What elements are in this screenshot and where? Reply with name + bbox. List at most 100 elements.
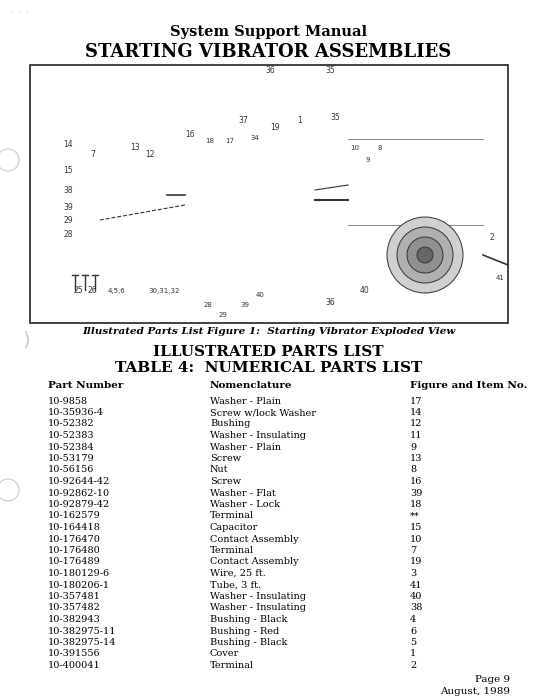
Circle shape (417, 247, 433, 263)
Text: 19: 19 (270, 123, 280, 132)
Circle shape (199, 286, 217, 304)
Text: 10-56156: 10-56156 (48, 466, 95, 475)
Text: 14: 14 (63, 140, 72, 149)
Text: 10-180129-6: 10-180129-6 (48, 569, 110, 578)
Text: Screw w/lock Washer: Screw w/lock Washer (210, 408, 316, 417)
Bar (30, 65, 508, 323)
Text: 10-162579: 10-162579 (48, 512, 101, 521)
Ellipse shape (198, 113, 252, 125)
Text: 10-164418: 10-164418 (48, 523, 101, 532)
Text: 28: 28 (204, 302, 213, 308)
Text: 13: 13 (130, 143, 140, 152)
Text: Nut: Nut (210, 466, 229, 475)
Text: 37: 37 (238, 116, 248, 125)
Text: 10-52382: 10-52382 (48, 419, 95, 428)
Text: 39: 39 (63, 203, 72, 212)
Text: Washer - Insulating: Washer - Insulating (210, 592, 306, 601)
Circle shape (145, 215, 155, 225)
Text: Nomenclature: Nomenclature (210, 382, 293, 391)
Text: August, 1989: August, 1989 (440, 687, 510, 696)
Circle shape (105, 215, 115, 225)
Circle shape (291, 216, 303, 228)
Text: Screw: Screw (210, 454, 241, 463)
Bar (95, 160, 167, 240)
Text: 10-53179: 10-53179 (48, 454, 95, 463)
Text: 11: 11 (410, 431, 423, 440)
Text: 17: 17 (225, 138, 234, 144)
Text: 26: 26 (88, 286, 98, 295)
Text: 13: 13 (410, 454, 423, 463)
Text: 12: 12 (145, 150, 155, 159)
Circle shape (251, 276, 269, 294)
Text: 12: 12 (410, 419, 423, 428)
Text: Bushing - Red: Bushing - Red (210, 626, 279, 636)
Ellipse shape (198, 89, 252, 101)
Ellipse shape (340, 161, 354, 169)
Text: 8: 8 (410, 466, 416, 475)
Text: System Support Manual: System Support Manual (170, 25, 367, 39)
Text: Washer - Plain: Washer - Plain (210, 442, 281, 452)
Text: 40: 40 (410, 592, 423, 601)
Circle shape (214, 296, 232, 314)
Text: ·  ·  ·: · · · (10, 8, 28, 17)
Circle shape (236, 286, 254, 304)
Text: Page 9: Page 9 (475, 676, 510, 685)
Text: Terminal: Terminal (210, 661, 254, 670)
Text: 6: 6 (410, 626, 416, 636)
Text: Terminal: Terminal (210, 546, 254, 555)
Text: Figure and Item No.: Figure and Item No. (410, 382, 527, 391)
Text: 34: 34 (250, 135, 259, 141)
Text: 35: 35 (330, 113, 340, 122)
Circle shape (397, 227, 453, 283)
Text: 41: 41 (410, 580, 423, 589)
Text: 7: 7 (410, 546, 416, 555)
Text: 40: 40 (256, 292, 264, 298)
Text: 10-357482: 10-357482 (48, 603, 101, 612)
Text: 10-52384: 10-52384 (48, 442, 95, 452)
Text: 2: 2 (410, 661, 416, 670)
Text: 10-92644-42: 10-92644-42 (48, 477, 111, 486)
Text: Bushing - Black: Bushing - Black (210, 638, 287, 647)
Text: 40: 40 (360, 286, 370, 295)
Text: 36: 36 (265, 66, 275, 75)
Text: 4,5,6: 4,5,6 (108, 288, 126, 294)
Text: 10-382975-11: 10-382975-11 (48, 626, 117, 636)
Text: 10-382975-14: 10-382975-14 (48, 638, 117, 647)
Text: Capacitor: Capacitor (210, 523, 258, 532)
Text: 17: 17 (410, 396, 423, 405)
Ellipse shape (198, 88, 252, 126)
Text: 30,31,32: 30,31,32 (148, 288, 179, 294)
Text: 10-400041: 10-400041 (48, 661, 101, 670)
Text: Illustrated Parts List Figure 1:  Starting Vibrator Exploded View: Illustrated Parts List Figure 1: Startin… (82, 328, 455, 337)
Text: 14: 14 (410, 408, 423, 417)
Circle shape (291, 162, 303, 174)
Text: 10-35936-4: 10-35936-4 (48, 408, 104, 417)
Bar (220, 175, 280, 215)
Text: 16: 16 (185, 130, 195, 139)
Text: 10-52383: 10-52383 (48, 431, 95, 440)
Text: 10-176480: 10-176480 (48, 546, 101, 555)
Text: 29: 29 (63, 216, 72, 225)
Text: 18: 18 (205, 138, 214, 144)
Circle shape (197, 216, 209, 228)
Text: 2: 2 (490, 233, 495, 242)
Ellipse shape (320, 161, 334, 169)
Text: **: ** (410, 512, 420, 521)
Text: Screw: Screw (210, 477, 241, 486)
Text: 39: 39 (241, 302, 250, 308)
Text: Tube, 3 ft.: Tube, 3 ft. (210, 580, 261, 589)
Text: STARTING VIBRATOR ASSEMBLIES: STARTING VIBRATOR ASSEMBLIES (85, 43, 452, 61)
Text: 38: 38 (63, 186, 72, 195)
Text: 10-9858: 10-9858 (48, 396, 88, 405)
Text: Bushing: Bushing (210, 419, 250, 428)
Text: 41: 41 (496, 275, 504, 281)
Text: 28: 28 (63, 230, 72, 239)
Text: 36: 36 (325, 298, 335, 307)
Text: 39: 39 (410, 489, 423, 498)
Text: 29: 29 (219, 312, 228, 318)
Text: Washer - Insulating: Washer - Insulating (210, 603, 306, 612)
Text: Contact Assembly: Contact Assembly (210, 535, 299, 543)
Text: Bushing - Black: Bushing - Black (210, 615, 287, 624)
Text: 10-176489: 10-176489 (48, 557, 101, 566)
Text: Washer - Insulating: Washer - Insulating (210, 431, 306, 440)
